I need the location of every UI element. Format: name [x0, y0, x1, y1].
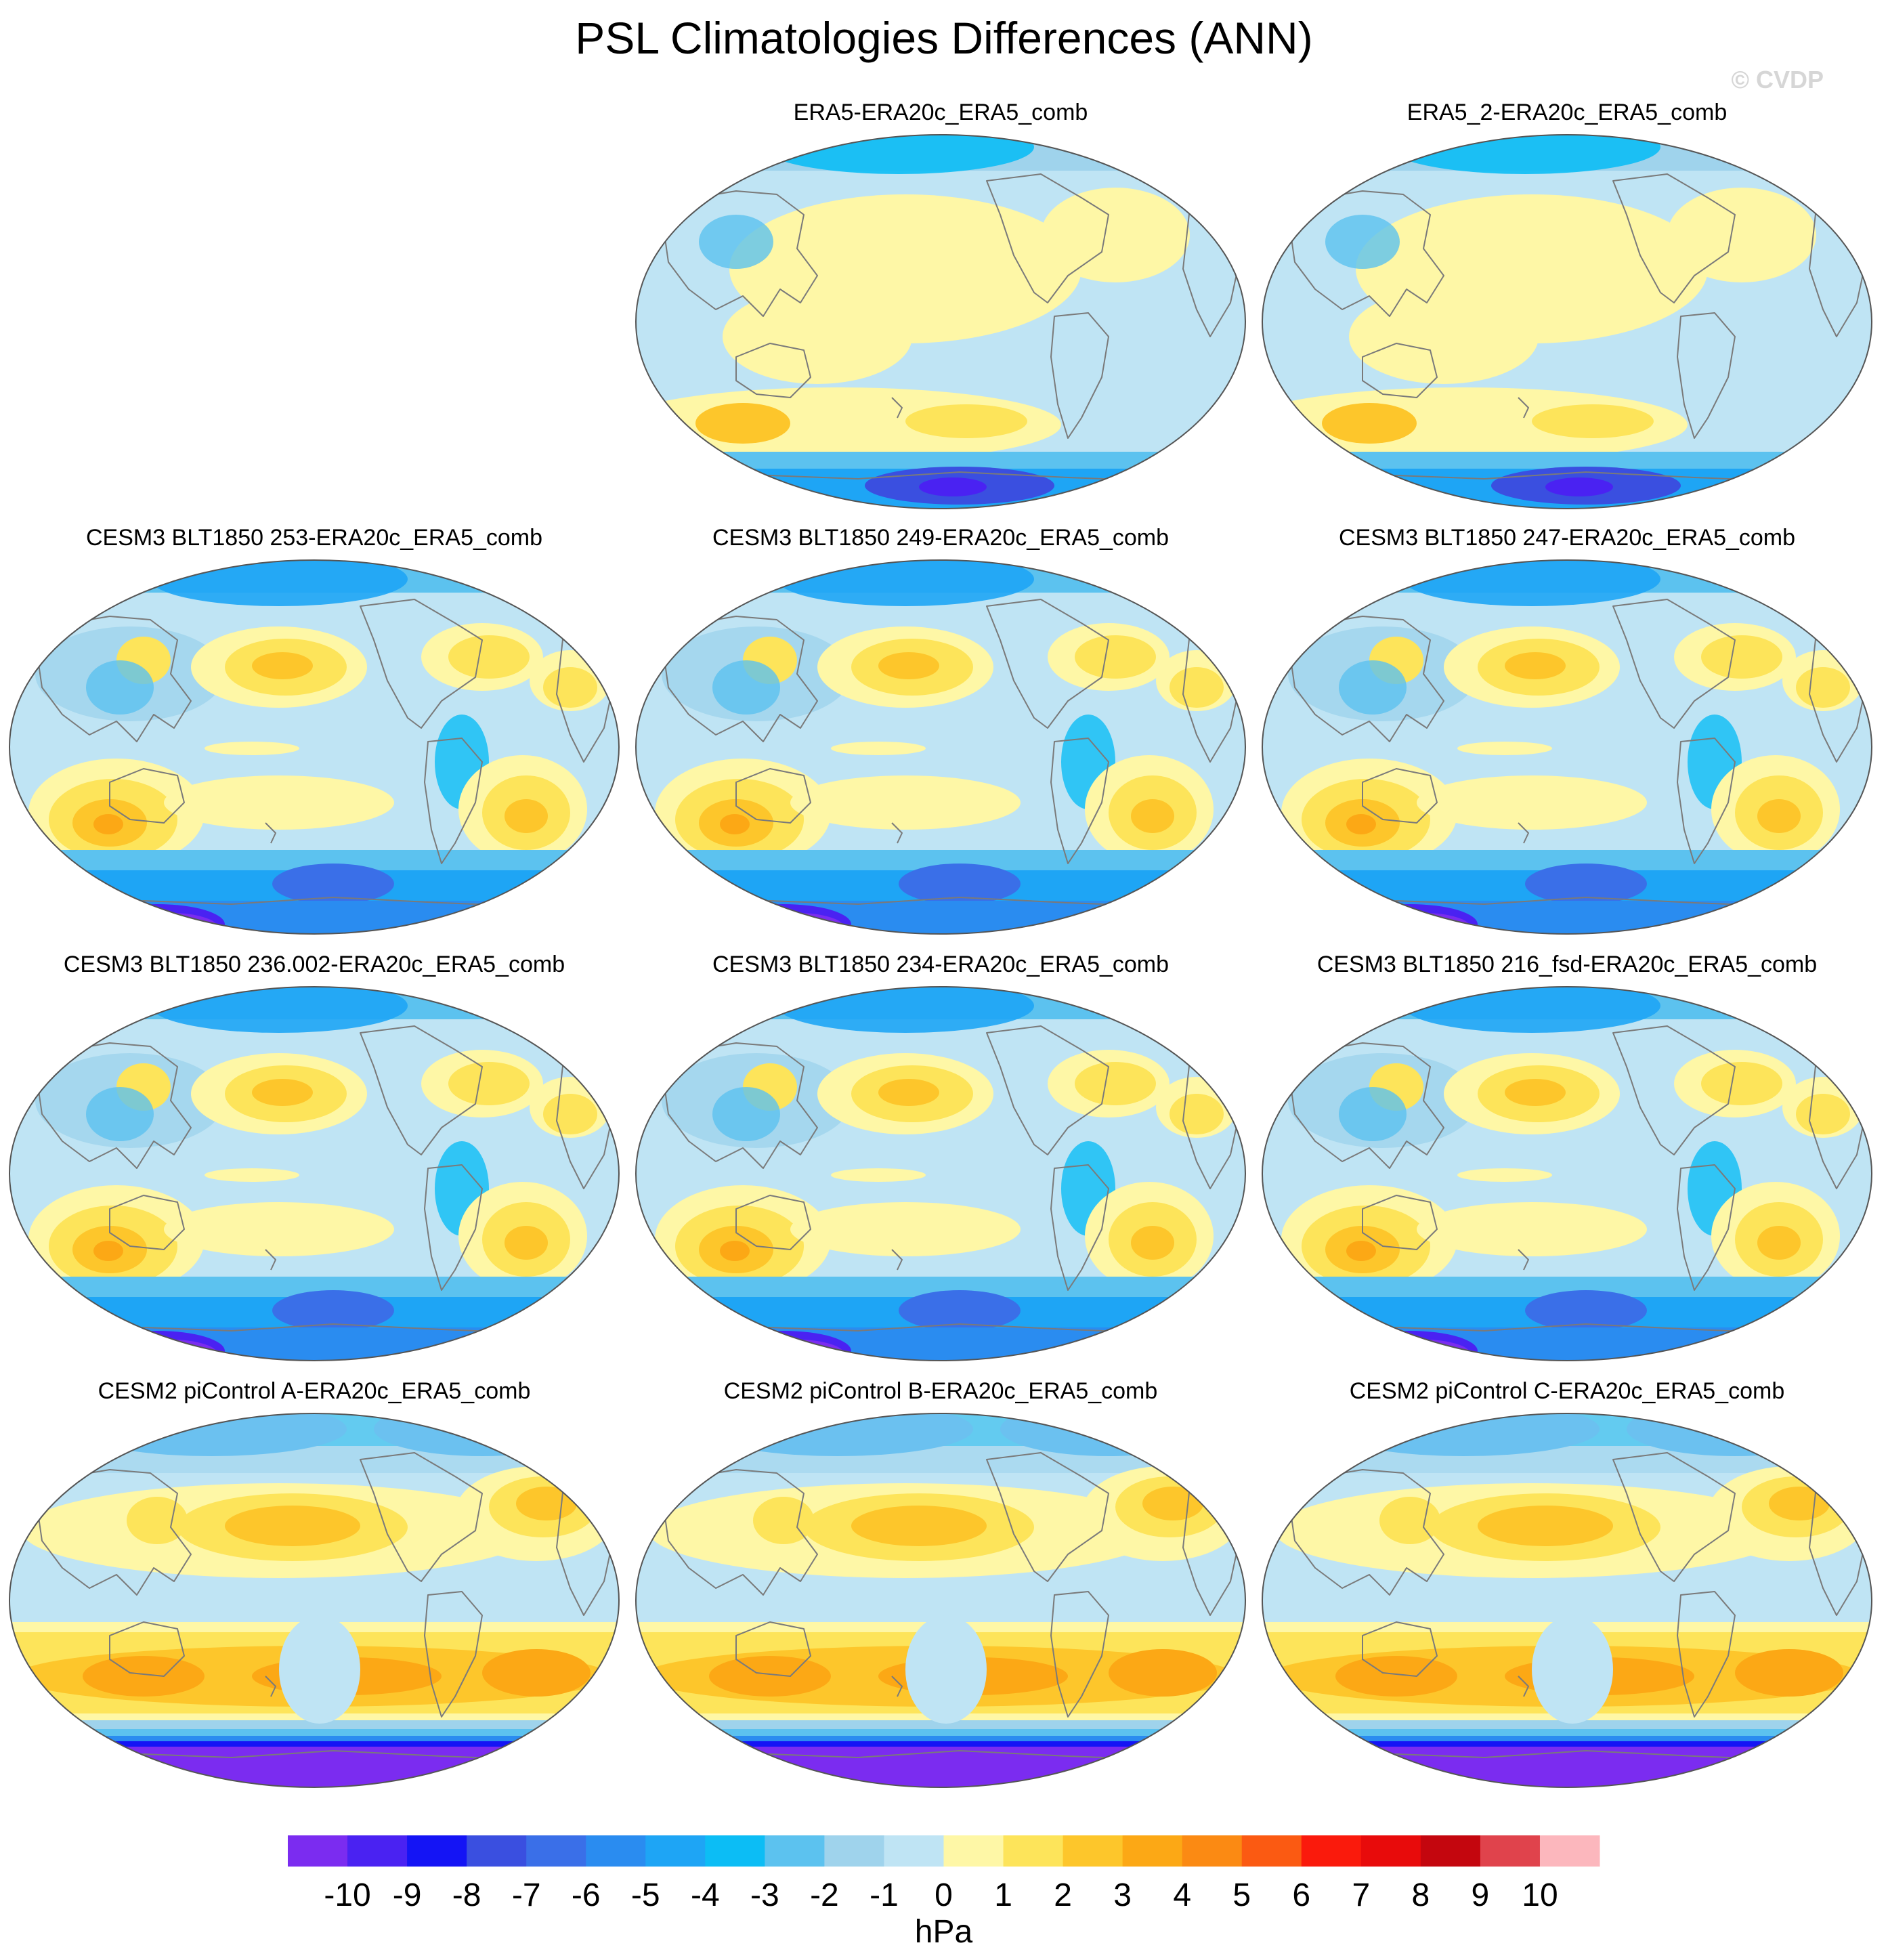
map-border — [635, 1413, 1246, 1788]
map-panel — [1262, 134, 1872, 509]
colorbar-swatch — [765, 1835, 825, 1867]
map-panel — [1262, 559, 1872, 935]
copyright-label: © CVDP — [1731, 66, 1824, 93]
colorbar-tick-label: -8 — [452, 1877, 481, 1913]
colorbar-unit-label: hPa — [915, 1914, 973, 1950]
colorbar-swatch — [645, 1835, 706, 1867]
figure-title: PSL Climatologies Differences (ANN) — [575, 13, 1313, 63]
psl-field — [1262, 135, 1872, 509]
map-panel — [635, 134, 1246, 509]
map-panel — [9, 986, 620, 1361]
psl-field — [1262, 560, 1872, 934]
colorbar-swatch — [1480, 1835, 1541, 1867]
colorbar-tick-label: 3 — [1113, 1877, 1132, 1913]
psl-field — [1262, 987, 1872, 1361]
colorbar-swatch — [467, 1835, 527, 1867]
colorbar-tick-label: -4 — [691, 1877, 720, 1913]
colorbar-swatch — [347, 1835, 408, 1867]
colorbar-tick-label: -2 — [810, 1877, 839, 1913]
colorbar-swatch — [1122, 1835, 1183, 1867]
map-panel — [1262, 986, 1872, 1361]
panel-title: CESM3 BLT1850 249-ERA20c_ERA5_comb — [712, 525, 1170, 551]
panel-title: CESM2 piControl C-ERA20c_ERA5_comb — [1349, 1378, 1785, 1404]
colorbar-swatch — [1301, 1835, 1362, 1867]
colorbar-swatch — [705, 1835, 765, 1867]
colorbar-swatch — [943, 1835, 1004, 1867]
colorbar-swatch — [526, 1835, 586, 1867]
panel-title: CESM3 BLT1850 247-ERA20c_ERA5_comb — [1338, 525, 1796, 551]
panel-title: ERA5-ERA20c_ERA5_comb — [793, 100, 1088, 125]
panel-title: ERA5_2-ERA20c_ERA5_comb — [1407, 100, 1728, 125]
map-border — [635, 986, 1246, 1361]
colorbar-tick-label: -9 — [393, 1877, 422, 1913]
map-border — [1262, 986, 1872, 1361]
colorbar-swatch — [1360, 1835, 1421, 1867]
colorbar-tick-label: -6 — [572, 1877, 601, 1913]
colorbar-tick-label: 0 — [935, 1877, 953, 1913]
map-border — [9, 986, 620, 1361]
colorbar-swatch — [288, 1835, 348, 1867]
colorbar-swatch — [586, 1835, 646, 1867]
colorbar-tick-label: -7 — [512, 1877, 541, 1913]
colorbar-tick-label: 2 — [1054, 1877, 1072, 1913]
colorbar-tick-label: -1 — [870, 1877, 899, 1913]
map-panel — [9, 559, 620, 935]
colorbar-swatch — [884, 1835, 944, 1867]
colorbar-swatch — [1539, 1835, 1600, 1867]
map-border — [9, 559, 620, 935]
map-panel — [635, 559, 1246, 935]
panel-title: CESM3 BLT1850 234-ERA20c_ERA5_comb — [712, 952, 1170, 977]
map-panel — [1262, 1413, 1872, 1788]
colorbar-tick-label: 6 — [1292, 1877, 1310, 1913]
colorbar-tick-label: 8 — [1412, 1877, 1430, 1913]
map-border — [635, 134, 1246, 509]
colorbar-swatch — [1420, 1835, 1481, 1867]
panel-title: CESM2 piControl A-ERA20c_ERA5_comb — [98, 1378, 531, 1404]
colorbar-swatch — [1003, 1835, 1064, 1867]
colorbar-tick-label: -3 — [750, 1877, 779, 1913]
colorbar-tick-label: 4 — [1173, 1877, 1191, 1913]
colorbar-tick-label: 5 — [1232, 1877, 1251, 1913]
map-border — [9, 1413, 620, 1788]
panel-title: CESM3 BLT1850 253-ERA20c_ERA5_comb — [85, 525, 543, 551]
colorbar-tick-label: 7 — [1352, 1877, 1370, 1913]
map-border — [1262, 134, 1872, 509]
panel-title: CESM3 BLT1850 236.002-ERA20c_ERA5_comb — [63, 952, 565, 977]
map-panel — [635, 1413, 1246, 1788]
map-border — [1262, 559, 1872, 935]
colorbar-swatch — [1063, 1835, 1123, 1867]
colorbar-tick-label: 1 — [994, 1877, 1012, 1913]
colorbar-swatch — [1241, 1835, 1302, 1867]
map-panel — [9, 1413, 620, 1788]
panel-title: CESM3 BLT1850 216_fsd-ERA20c_ERA5_comb — [1316, 952, 1818, 977]
colorbar-tick-label: 10 — [1522, 1877, 1558, 1913]
map-border — [635, 559, 1246, 935]
colorbar-tick-label: -10 — [324, 1877, 370, 1913]
colorbar-tick-label: -5 — [631, 1877, 660, 1913]
panel-title: CESM2 piControl B-ERA20c_ERA5_comb — [723, 1378, 1158, 1404]
colorbar-swatch — [407, 1835, 467, 1867]
colorbar-tick-label: 9 — [1472, 1877, 1490, 1913]
colorbar-swatch — [824, 1835, 884, 1867]
colorbar-swatch — [1182, 1835, 1243, 1867]
map-border — [1262, 1413, 1872, 1788]
map-panel — [635, 986, 1246, 1361]
